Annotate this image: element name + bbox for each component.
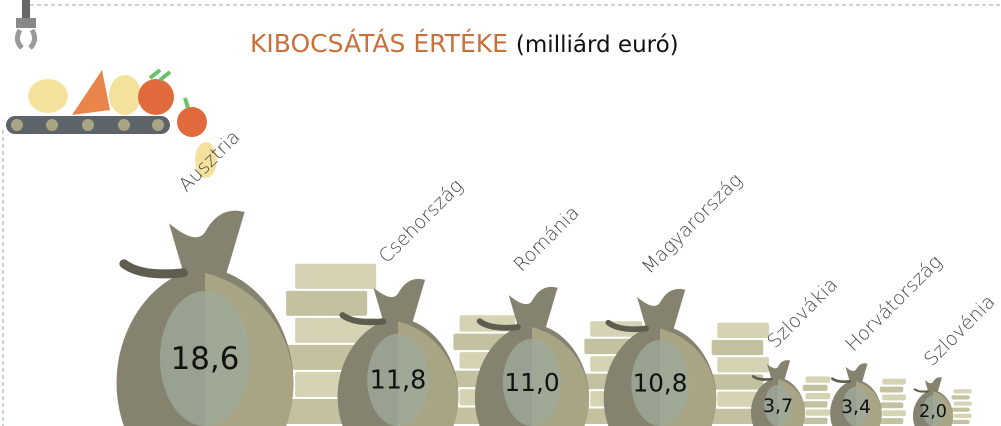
coin [805, 376, 831, 383]
value-label: 2,0 [919, 402, 947, 422]
category-label: Szlovákia [763, 274, 842, 353]
bag-label-area [922, 395, 944, 426]
coin [879, 418, 904, 424]
coin [295, 317, 377, 343]
chart-title: KIBOCSÁTÁS ÉRTÉKE (milliárd euró) [250, 29, 679, 58]
coin [711, 374, 764, 390]
coin [953, 389, 972, 394]
category-label: Horvátország [841, 251, 946, 356]
category-label: Csehország [375, 175, 468, 268]
coin [882, 378, 906, 385]
coin [882, 410, 906, 417]
bag-tie [608, 323, 646, 329]
category-label: Ausztria [174, 126, 244, 196]
bag-tie [832, 379, 849, 382]
coin [879, 402, 904, 409]
bag-tie [124, 264, 183, 274]
bag-tie [915, 389, 928, 391]
coin [953, 413, 972, 418]
value-label: 3,4 [841, 397, 871, 418]
coin [286, 290, 368, 316]
bag-tie [753, 376, 771, 379]
bag-tie [343, 315, 384, 322]
bag-tie [480, 321, 518, 328]
value-label: 3,7 [763, 395, 793, 417]
value-label: 11,0 [504, 368, 559, 397]
title: KIBOCSÁTÁS ÉRTÉKE [250, 29, 508, 58]
coin [295, 263, 377, 289]
coin [802, 401, 828, 408]
value-label: 10,8 [633, 369, 688, 398]
coin [951, 407, 970, 412]
coin [951, 419, 970, 424]
bag-label-area [159, 290, 251, 426]
coin [711, 339, 764, 356]
coin [711, 408, 764, 424]
category-label: Szlovénia [920, 291, 1000, 371]
bag-label-area [502, 338, 562, 426]
coin [805, 392, 831, 400]
bag-label-area [842, 386, 870, 426]
coin [951, 395, 970, 400]
conveyor-illustration [6, 0, 217, 178]
bag-label-area [631, 339, 689, 426]
value-label: 18,6 [171, 341, 240, 377]
coin [717, 357, 769, 373]
category-label: Románia [509, 202, 583, 276]
subtitle: (milliárd euró) [516, 32, 679, 58]
coin [805, 409, 831, 416]
coin [802, 417, 828, 424]
category-label: Magyarország [638, 169, 747, 278]
coin [882, 394, 906, 401]
coin [953, 401, 972, 406]
coin [717, 322, 769, 338]
bag-label-area [764, 384, 792, 426]
coin [802, 384, 828, 391]
value-label: 11,8 [370, 365, 427, 395]
bag-label-area [367, 333, 429, 426]
coin [879, 386, 904, 393]
